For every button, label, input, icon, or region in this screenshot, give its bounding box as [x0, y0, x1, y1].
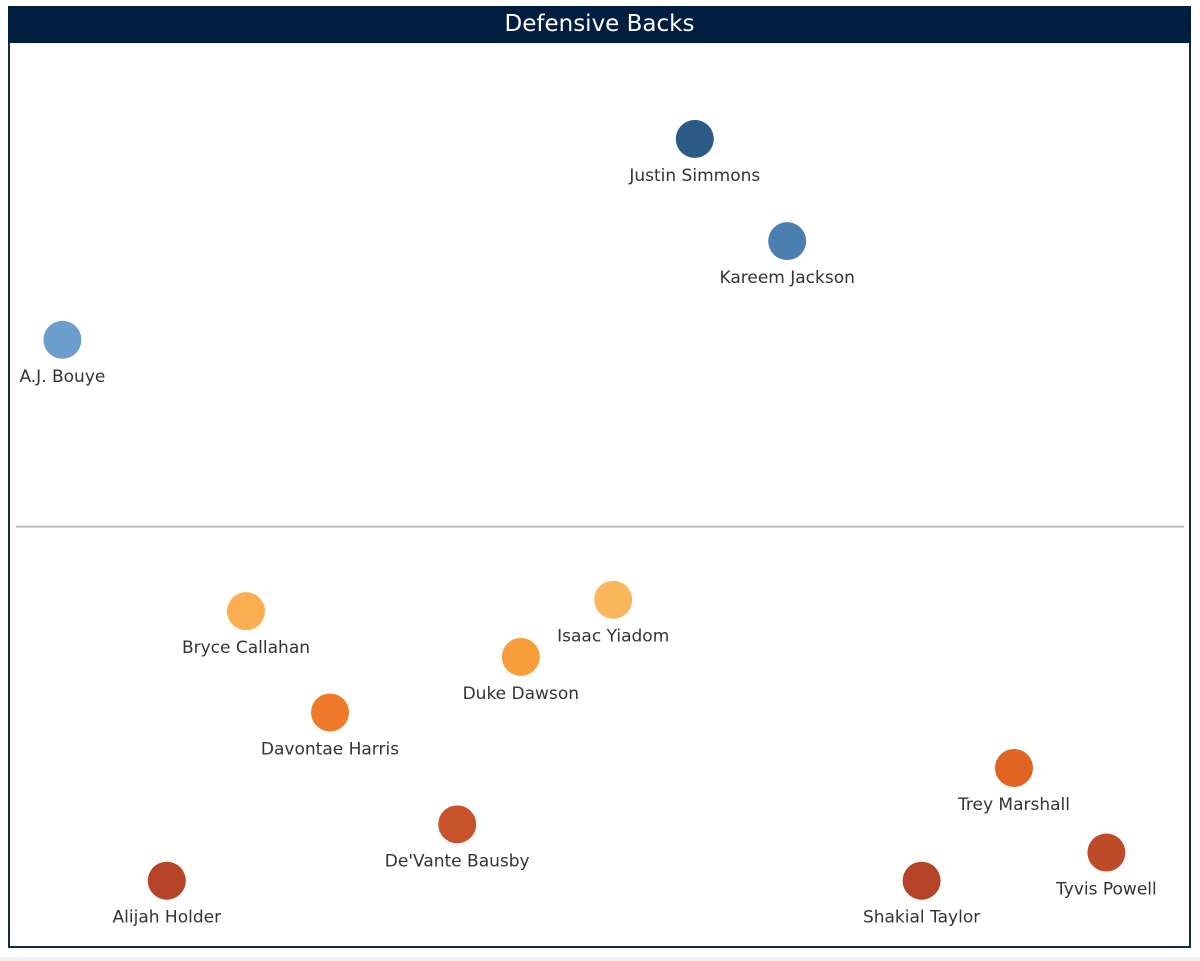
point-marker [1087, 833, 1126, 872]
data-point: Tyvis Powell [1055, 833, 1157, 900]
point-label: Davontae Harris [261, 739, 399, 759]
point-label: Kareem Jackson [719, 268, 854, 288]
point-label: Duke Dawson [463, 684, 579, 704]
point-marker [438, 805, 477, 844]
point-label: Bryce Callahan [182, 638, 310, 658]
data-point: Justin Simmons [628, 119, 760, 186]
data-point: Trey Marshall [957, 748, 1070, 815]
point-label: Isaac Yiadom [557, 627, 669, 647]
data-point: Isaac Yiadom [557, 580, 669, 647]
point-marker [501, 637, 540, 676]
point-marker [227, 592, 265, 631]
point-label: A.J. Bouye [19, 367, 105, 387]
point-label: Justin Simmons [628, 166, 760, 186]
data-point: Shakial Taylor [863, 861, 980, 928]
point-marker [768, 222, 807, 261]
points-layer: Justin Simmons Kareem Jackson A.J. Bouye Br… [19, 119, 1157, 928]
point-marker [43, 320, 82, 359]
data-point: Alijah Holder [113, 861, 222, 928]
data-point: De'Vante Bausby [385, 805, 530, 871]
point-marker [675, 119, 714, 158]
data-point: Duke Dawson [463, 637, 579, 704]
point-label: Shakial Taylor [863, 908, 980, 928]
bottom-strip [0, 957, 1200, 961]
point-label: Alijah Holder [113, 908, 222, 928]
data-point: Kareem Jackson [719, 222, 855, 288]
point-label: Trey Marshall [957, 795, 1070, 815]
point-marker [147, 861, 186, 900]
data-point: Bryce Callahan [182, 592, 310, 658]
point-marker [311, 693, 349, 732]
point-label: Tyvis Powell [1055, 880, 1157, 900]
point-marker [995, 748, 1033, 787]
chart-frame [8, 6, 1191, 948]
point-marker [902, 861, 941, 900]
data-point: Davontae Harris [261, 693, 399, 759]
point-label: De'Vante Bausby [385, 851, 530, 871]
point-marker [594, 580, 633, 619]
chart-title: Defensive Backs [8, 6, 1191, 43]
data-point: A.J. Bouye [19, 320, 105, 387]
